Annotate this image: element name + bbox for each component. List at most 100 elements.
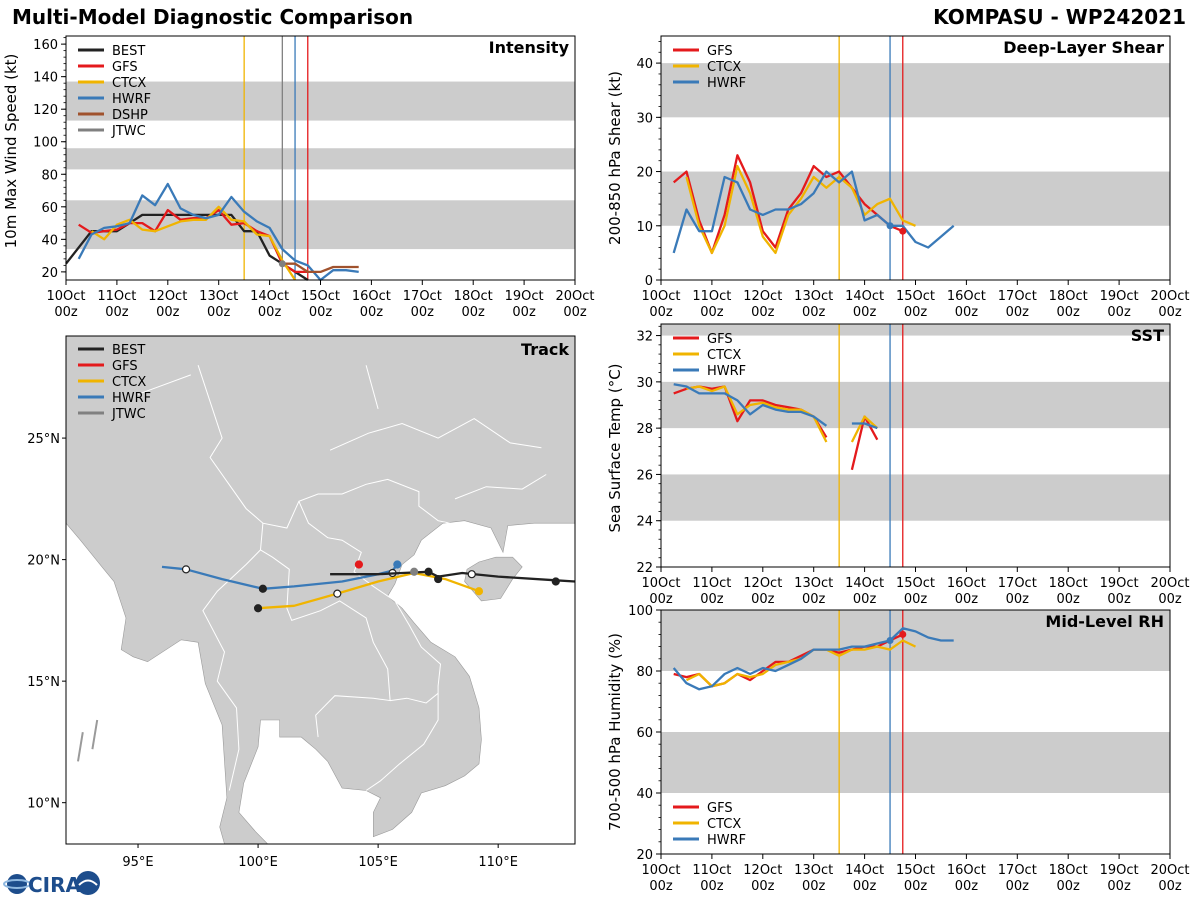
rh-x-tick-label-hour: 00z xyxy=(751,879,775,894)
intensity-x-tick-label-hour: 00z xyxy=(54,305,78,320)
rh-shade-band xyxy=(661,732,1170,793)
shear-x-tick-label-date: 18Oct xyxy=(1049,289,1088,304)
sst-x-tick-label-hour: 00z xyxy=(649,592,673,607)
intensity-y-tick-label: 40 xyxy=(41,233,58,248)
andaman-island xyxy=(77,732,84,762)
rh-x-tick-label-date: 16Oct xyxy=(947,863,986,878)
shear-x-tick-label-date: 16Oct xyxy=(947,289,986,304)
intensity-x-tick-label-date: 11Oct xyxy=(97,289,136,304)
map-border-line xyxy=(197,365,451,529)
intensity-y-tick-label: 60 xyxy=(41,201,58,216)
track-marker-best xyxy=(424,567,433,576)
shear-x-tick-label-hour: 00z xyxy=(1057,305,1081,320)
rh-hwrf-marker xyxy=(886,637,894,644)
sst-legend-label-ctcx: CTCX xyxy=(707,348,741,363)
rh-plot-area: 2040608010010Oct00z11Oct00z12Oct00z13Oct… xyxy=(628,604,1189,894)
sst-panel-title: SST xyxy=(1131,326,1164,345)
intensity-y-tick-label: 100 xyxy=(33,136,58,151)
intensity-series-ctcx xyxy=(90,205,297,281)
intensity-x-tick-label-date: 18Oct xyxy=(454,289,493,304)
sst-x-tick-label-date: 18Oct xyxy=(1049,576,1088,591)
sst-x-tick-label-date: 14Oct xyxy=(845,576,884,591)
shear-plot-area: 01020304010Oct00z11Oct00z12Oct00z13Oct00… xyxy=(636,35,1190,320)
andaman-island xyxy=(91,719,99,750)
rh-x-tick-label-hour: 00z xyxy=(649,879,673,894)
sst-panel: 22242628303210Oct00z11Oct00z12Oct00z13Oc… xyxy=(606,323,1190,607)
track-y-tick-label: 20°N xyxy=(27,554,60,569)
logo-text: CIRA xyxy=(28,873,82,897)
shear-hwrf-marker xyxy=(886,222,894,230)
track-x-tick-label: 95°E xyxy=(122,855,153,870)
shear-legend-label-ctcx: CTCX xyxy=(707,60,741,75)
track-y-tick-label: 25°N xyxy=(27,432,60,447)
sst-y-axis-label: Sea Surface Temp (°C) xyxy=(606,363,624,532)
map-border-line xyxy=(137,374,191,395)
shear-panel-title: Deep-Layer Shear xyxy=(1003,38,1164,57)
shear-x-tick-label-hour: 00z xyxy=(751,305,775,320)
intensity-x-tick-label-date: 16Oct xyxy=(352,289,391,304)
sst-y-tick-label: 32 xyxy=(636,330,653,345)
map-border-line xyxy=(365,365,379,410)
rh-y-tick-label: 60 xyxy=(636,726,653,741)
sst-series-ctcx xyxy=(686,385,828,443)
map-border-line xyxy=(202,523,264,791)
intensity-jtwc-marker xyxy=(278,260,286,268)
intensity-series-hwrf xyxy=(77,182,359,282)
shear-series-hwrf xyxy=(672,170,955,254)
map-border-line xyxy=(298,501,442,791)
intensity-series-dshp xyxy=(282,262,359,274)
intensity-y-tick-label: 20 xyxy=(41,266,58,281)
shear-x-tick-label-date: 11Oct xyxy=(692,289,731,304)
track-marker-hwrf xyxy=(181,565,191,574)
rh-x-tick-label-date: 18Oct xyxy=(1049,863,1088,878)
map-border-line xyxy=(260,549,391,738)
intensity-x-tick-label-date: 14Oct xyxy=(250,289,289,304)
logo-orbit-icon xyxy=(3,879,31,889)
intensity-legend-label-hwrf: HWRF xyxy=(112,92,151,107)
intensity-x-tick-label-hour: 00z xyxy=(207,305,231,320)
track-frame xyxy=(65,335,576,845)
rh-legend-label-gfs: GFS xyxy=(707,801,733,816)
track-map-layer xyxy=(66,336,575,844)
intensity-x-tick-label-hour: 00z xyxy=(258,305,282,320)
track-marker-jtwc xyxy=(410,567,419,576)
rh-panel-title: Mid-Level RH xyxy=(1045,612,1164,631)
logo-globe-icon xyxy=(7,874,27,894)
rh-legend-label-ctcx: CTCX xyxy=(707,817,741,832)
map-border-line xyxy=(454,474,547,500)
shear-y-tick-label: 40 xyxy=(636,57,653,72)
sst-x-tick-label-hour: 00z xyxy=(904,592,928,607)
rh-x-tick-label-hour: 00z xyxy=(1057,879,1081,894)
track-panel: 95°E 100°E 105°E 110°E 10°N 15°N 20°N 25°N BESTG… xyxy=(27,335,576,870)
sst-x-tick-label-date: 19Oct xyxy=(1100,576,1139,591)
rh-x-tick-label-date: 11Oct xyxy=(692,863,731,878)
intensity-x-tick-label-hour: 00z xyxy=(156,305,180,320)
intensity-panel: 2040608010012014016010Oct00z11Oct00z12Oc… xyxy=(2,35,595,320)
rh-panel: 2040608010010Oct00z11Oct00z12Oct00z13Oct… xyxy=(606,604,1190,894)
sst-x-tick-label-date: 16Oct xyxy=(947,576,986,591)
rh-y-axis-label: 700-500 hPa Humidity (%) xyxy=(606,633,624,831)
track-marker-ctcx xyxy=(474,587,484,596)
intensity-legend-label-gfs: GFS xyxy=(112,60,138,75)
intensity-shade-band xyxy=(66,81,575,121)
shear-panel: 01020304010Oct00z11Oct00z12Oct00z13Oct00… xyxy=(606,35,1190,320)
shear-x-tick-label-date: 10Oct xyxy=(641,289,680,304)
shear-x-tick-label-date: 17Oct xyxy=(998,289,1037,304)
track-x-tick-label: 105°E xyxy=(358,855,398,870)
shear-x-tick-label-hour: 00z xyxy=(1107,305,1131,320)
shear-y-tick-label: 10 xyxy=(636,220,653,235)
sst-x-tick-label-hour: 00z xyxy=(700,592,724,607)
track-x-tick-label: 100°E xyxy=(238,855,278,870)
rh-x-tick-label-date: 17Oct xyxy=(998,863,1037,878)
intensity-panel-title: Intensity xyxy=(489,38,570,57)
intensity-plot-area: 2040608010012014016010Oct00z11Oct00z12Oc… xyxy=(33,35,595,320)
sst-legend-label-hwrf: HWRF xyxy=(707,364,746,379)
shear-series-ctcx xyxy=(685,164,916,255)
track-panel-title: Track xyxy=(521,340,569,359)
track-marker-ctcx xyxy=(333,589,342,598)
rh-x-tick-label-date: 19Oct xyxy=(1100,863,1139,878)
rh-x-tick-label-hour: 00z xyxy=(955,879,979,894)
shear-x-tick-label-hour: 00z xyxy=(649,305,673,320)
storm-id-title: KOMPASU - WP242021 xyxy=(933,5,1186,29)
rh-legend-label-hwrf: HWRF xyxy=(707,833,746,848)
